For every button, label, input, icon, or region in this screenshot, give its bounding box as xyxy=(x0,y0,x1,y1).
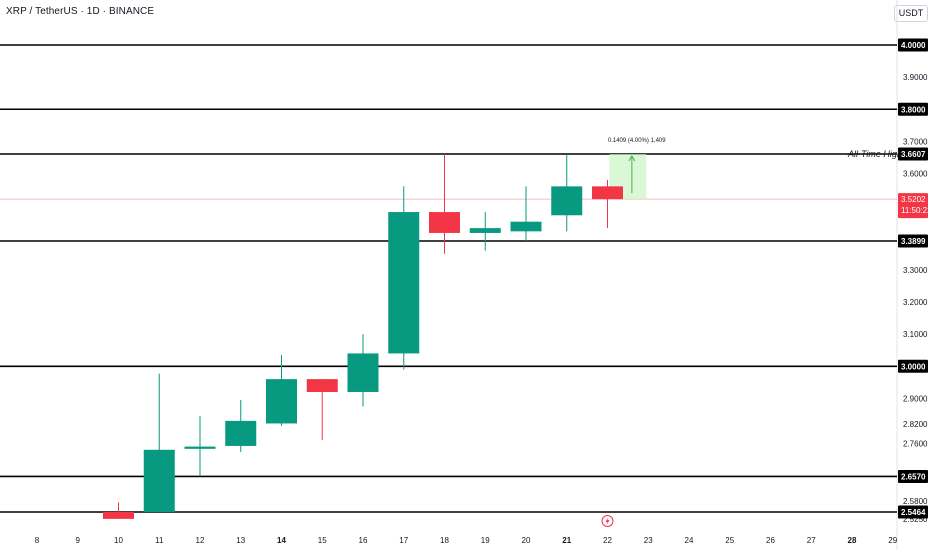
candle-16[interactable] xyxy=(347,353,379,392)
candle-13[interactable] xyxy=(225,420,257,446)
y-tick-label: 2.9000 xyxy=(903,394,928,403)
measurement-label: 0.1409 (4.00%) 1,409 xyxy=(608,138,666,144)
x-tick-label: 13 xyxy=(236,536,245,545)
y-tick-label: 3.2000 xyxy=(903,298,928,307)
measurement-arrowhead xyxy=(628,155,636,162)
x-tick-label: 18 xyxy=(440,536,449,545)
candle-10[interactable] xyxy=(103,512,134,519)
candle-21[interactable] xyxy=(551,186,583,216)
x-tick-label: 10 xyxy=(114,536,123,545)
level-price-badge xyxy=(898,234,928,248)
candle-19[interactable] xyxy=(469,228,501,233)
x-tick-label: 26 xyxy=(766,536,775,545)
y-tick-label: 3.6000 xyxy=(903,170,928,179)
level-price-label: 2.5464 xyxy=(901,508,926,517)
candle-15[interactable] xyxy=(306,379,338,392)
y-tick-label: 3.1000 xyxy=(903,330,928,339)
y-tick-label: 2.7600 xyxy=(903,439,928,448)
symbol-title: XRP / TetherUS · 1D · BINANCE xyxy=(6,6,155,17)
x-tick-label: 14 xyxy=(277,536,286,545)
x-tick-label: 11 xyxy=(155,536,164,545)
candle-22[interactable] xyxy=(592,186,623,200)
candle-20[interactable] xyxy=(510,221,542,232)
currency-button[interactable]: USDT xyxy=(894,5,928,22)
x-tick-label: 12 xyxy=(196,536,205,545)
x-tick-label: 23 xyxy=(644,536,653,545)
level-price-label: 3.8000 xyxy=(901,105,926,114)
x-tick-label: 27 xyxy=(807,536,816,545)
candle-14[interactable] xyxy=(266,379,297,424)
level-price-label: 3.3899 xyxy=(901,237,926,246)
level-price-badge xyxy=(898,505,928,519)
x-tick-label: 28 xyxy=(848,536,857,545)
current-price-badge xyxy=(898,193,928,219)
level-price-label: 2.6570 xyxy=(901,472,926,481)
x-tick-label: 20 xyxy=(522,536,531,545)
x-tick-label: 16 xyxy=(359,536,368,545)
x-tick-label: 8 xyxy=(35,536,40,545)
y-tick-label: 3.3000 xyxy=(903,266,928,275)
y-tick-label: 3.7000 xyxy=(903,137,928,146)
level-price-label: 4.0000 xyxy=(901,41,926,50)
candle-12[interactable] xyxy=(184,446,216,449)
x-tick-label: 9 xyxy=(76,536,81,545)
y-tick-label: 2.8200 xyxy=(903,420,928,429)
level-price-badge xyxy=(898,359,928,373)
y-tick-label: 2.5800 xyxy=(903,497,928,506)
y-tick-label: 3.9000 xyxy=(903,73,928,82)
level-price-badge xyxy=(898,102,928,116)
level-annotation: All-Time High xyxy=(847,149,902,159)
level-price-label: 3.0000 xyxy=(901,362,926,371)
current-price-label: 3.5202 xyxy=(901,195,926,204)
x-tick-label: 25 xyxy=(725,536,734,545)
level-price-badge xyxy=(898,147,928,161)
level-price-badge xyxy=(898,469,928,483)
lightning-glyph xyxy=(605,517,610,526)
x-tick-label: 15 xyxy=(318,536,327,545)
candle-11[interactable] xyxy=(143,449,175,512)
x-tick-label: 24 xyxy=(685,536,694,545)
x-tick-label: 22 xyxy=(603,536,612,545)
level-price-label: 3.6607 xyxy=(901,150,926,159)
x-tick-label: 19 xyxy=(481,536,490,545)
countdown-label: 11:50:22 xyxy=(901,206,932,215)
x-tick-label: 21 xyxy=(562,536,571,545)
y-tick-label: 2.5250 xyxy=(903,515,928,524)
x-tick-label: 29 xyxy=(888,536,897,545)
candle-18[interactable] xyxy=(429,212,460,233)
x-tick-label: 17 xyxy=(399,536,408,545)
candle-17[interactable] xyxy=(388,212,420,354)
level-price-badge xyxy=(898,38,928,52)
